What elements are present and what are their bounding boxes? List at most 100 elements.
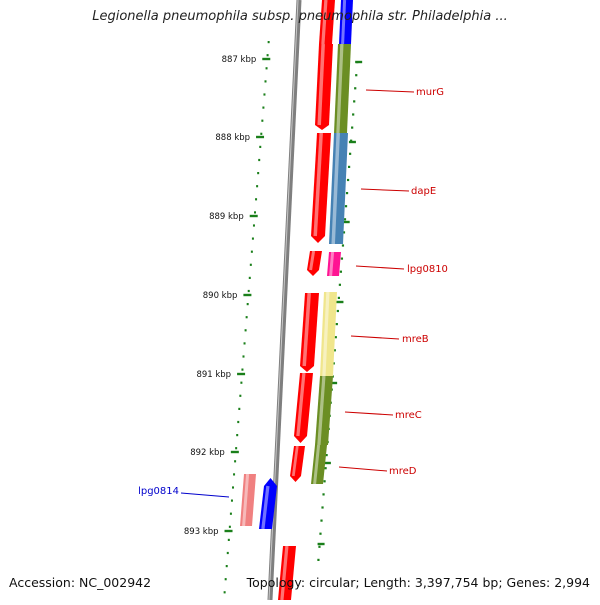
inner-track-dot bbox=[337, 296, 340, 299]
accession-text: Accession: NC_002942 bbox=[9, 575, 152, 590]
ruler-tick bbox=[249, 214, 258, 218]
ruler-tick-label: 889 kbp bbox=[209, 212, 244, 222]
ruler-dot bbox=[242, 355, 245, 358]
ruler-dot bbox=[223, 591, 226, 594]
backbone-line bbox=[267, 0, 302, 601]
ruler-dot bbox=[224, 578, 227, 581]
cds-arrow bbox=[290, 445, 305, 482]
ruler-dot bbox=[236, 434, 239, 437]
ruler-tick-label: 893 kbp bbox=[184, 527, 219, 537]
gene-leader-line bbox=[344, 411, 394, 416]
cds-arrow bbox=[311, 132, 331, 243]
gene-block-dapE bbox=[329, 132, 348, 245]
gene-leader-line bbox=[365, 89, 415, 93]
cds-arrow bbox=[294, 372, 313, 443]
ruler-dot bbox=[235, 447, 238, 450]
ruler-dot bbox=[248, 276, 251, 279]
inner-track-dot bbox=[332, 362, 335, 365]
ruler-dot bbox=[239, 394, 242, 397]
gene-label-mreB[interactable]: mreB bbox=[402, 334, 429, 345]
ruler-track bbox=[223, 41, 270, 594]
ruler-dot bbox=[226, 551, 229, 555]
inner-track-dot bbox=[339, 270, 343, 273]
ruler-dot bbox=[240, 381, 243, 384]
inner-track-dot bbox=[324, 467, 327, 470]
inner-track-tick bbox=[330, 381, 338, 385]
gene-block-murG bbox=[334, 43, 351, 134]
gene-labels: murG dapE lpg0810 mreB mreC mreD lpg0814 bbox=[138, 87, 448, 498]
inner-track-dot bbox=[322, 493, 325, 496]
ruler-dot bbox=[247, 289, 250, 293]
genome-title: Legionella pneumophila subsp. pneumophil… bbox=[92, 9, 508, 24]
ruler-dot bbox=[260, 132, 263, 135]
cds-arrow bbox=[300, 292, 319, 372]
ruler-dot bbox=[241, 368, 244, 371]
ruler-dot bbox=[255, 198, 258, 201]
inner-track-dot bbox=[355, 74, 358, 77]
gene-block-mreC bbox=[315, 375, 333, 446]
gene-label-mreD[interactable]: mreD bbox=[389, 466, 417, 477]
feature-block-blue bbox=[339, 0, 353, 45]
gene-leader-line bbox=[180, 492, 230, 498]
ruler-dot bbox=[258, 158, 261, 162]
inner-track-dot bbox=[352, 113, 355, 116]
inner-track-tick bbox=[336, 300, 344, 304]
inner-track-dot bbox=[338, 283, 341, 286]
inner-track-tick bbox=[355, 60, 363, 64]
inner-track-dot bbox=[325, 454, 328, 457]
ruler-dot bbox=[264, 80, 267, 83]
inner-track-tick bbox=[348, 140, 356, 144]
inner-track-dot bbox=[334, 336, 337, 339]
ruler-dot bbox=[227, 538, 230, 541]
ruler-dot bbox=[267, 41, 270, 44]
gene-label-murG[interactable]: murG bbox=[416, 87, 444, 98]
ruler-tick bbox=[256, 135, 265, 139]
ruler-dot bbox=[249, 263, 252, 266]
inner-track-dot bbox=[342, 231, 346, 234]
ruler-dot bbox=[262, 106, 265, 109]
ruler-dot bbox=[232, 486, 235, 489]
feature-block-blue-reverse bbox=[259, 478, 277, 530]
ruler-tick-label: 890 kbp bbox=[203, 291, 238, 301]
inner-track-dot bbox=[353, 100, 356, 103]
ruler-dot bbox=[225, 565, 228, 568]
ruler-tick bbox=[237, 372, 246, 376]
genome-summary: Topology: circular; Length: 3,397,754 bp… bbox=[246, 575, 590, 590]
ruler-dot bbox=[252, 224, 255, 227]
inner-track-tick bbox=[342, 220, 350, 224]
inner-track-dot bbox=[323, 480, 326, 483]
gene-leader-line bbox=[360, 188, 410, 192]
ruler-dot bbox=[234, 460, 237, 463]
gene-block-lpg0810 bbox=[327, 251, 341, 277]
ruler-tick-label: 888 kbp bbox=[215, 133, 250, 143]
ruler-tick bbox=[262, 57, 271, 61]
gene-leader-line bbox=[350, 335, 400, 340]
cds-arrow bbox=[315, 43, 333, 130]
inner-track-dot bbox=[350, 139, 353, 142]
ruler-dot bbox=[265, 67, 268, 70]
gene-block-mreD bbox=[311, 444, 327, 485]
inner-track-dot bbox=[335, 323, 338, 326]
inner-track-dot bbox=[318, 545, 321, 548]
ruler-dot bbox=[233, 473, 236, 476]
ruler-dot bbox=[259, 145, 262, 148]
ruler-dot bbox=[230, 499, 233, 502]
gene-label-dapE[interactable]: dapE bbox=[411, 186, 436, 197]
gene-label-lpg0810[interactable]: lpg0810 bbox=[407, 264, 448, 275]
ruler-dot bbox=[257, 172, 260, 175]
inner-track-dot bbox=[341, 244, 345, 247]
inner-track-dot bbox=[345, 192, 349, 195]
inner-track-dot bbox=[340, 257, 344, 260]
gene-label-mreC[interactable]: mreC bbox=[395, 410, 422, 421]
ruler-dot bbox=[256, 185, 259, 188]
gene-label-lpg0814[interactable]: lpg0814 bbox=[138, 486, 179, 497]
inner-track-dot bbox=[336, 309, 339, 313]
inner-track-tick bbox=[317, 542, 325, 546]
inner-track-dot bbox=[354, 87, 357, 90]
ruler-dot bbox=[266, 54, 269, 57]
gene-block-mreB bbox=[320, 291, 337, 377]
ruler-dot bbox=[237, 420, 240, 424]
ruler-dot bbox=[250, 250, 253, 253]
